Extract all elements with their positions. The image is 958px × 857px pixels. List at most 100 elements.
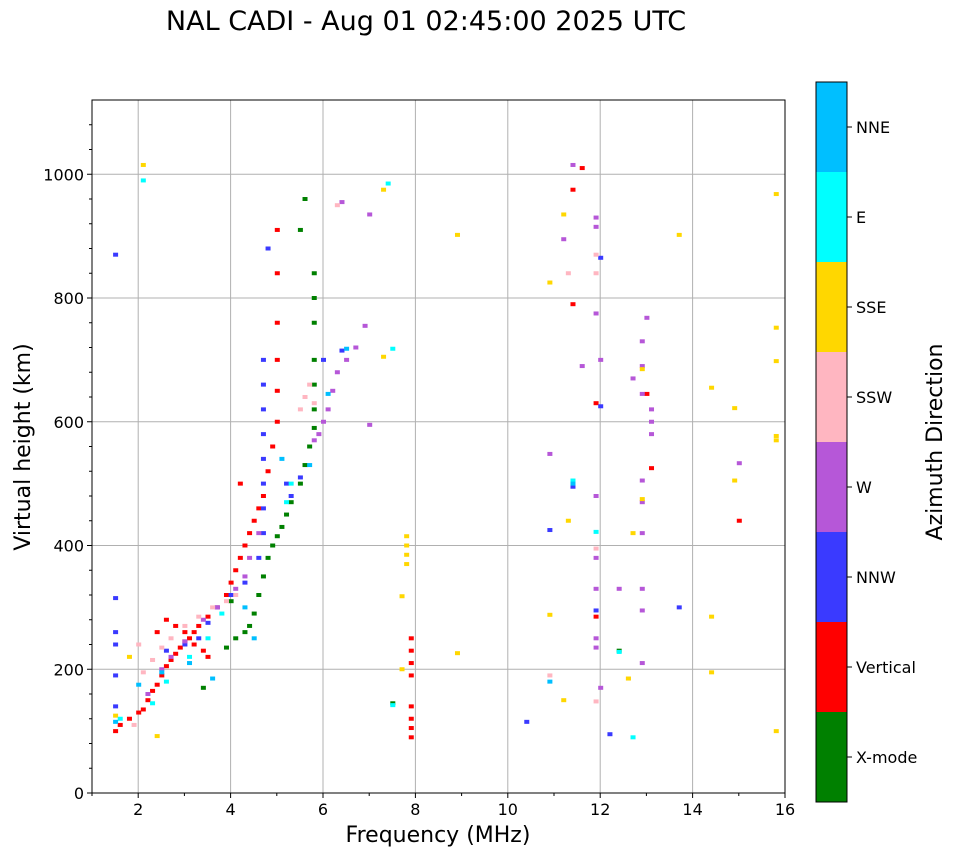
data-point xyxy=(223,593,229,597)
data-point xyxy=(159,673,165,678)
data-point xyxy=(404,552,410,557)
data-point xyxy=(367,422,373,427)
data-point xyxy=(297,475,303,480)
colorbar-swatch xyxy=(816,622,847,712)
data-point xyxy=(630,735,636,740)
data-point xyxy=(113,719,119,724)
data-point xyxy=(265,469,271,474)
data-point xyxy=(210,605,216,610)
data-point xyxy=(297,227,303,232)
x-axis-label: Frequency (MHz) xyxy=(346,823,531,848)
data-point xyxy=(163,648,169,653)
data-point xyxy=(260,456,266,461)
data-point xyxy=(639,661,645,666)
data-point xyxy=(316,432,322,437)
data-point xyxy=(773,325,779,330)
data-point xyxy=(196,623,202,628)
series-nne xyxy=(113,346,576,724)
data-point xyxy=(311,357,317,362)
colorbar-tick-label: NNW xyxy=(856,568,896,587)
data-point xyxy=(297,407,303,412)
data-point xyxy=(311,438,317,443)
data-point xyxy=(163,664,169,669)
data-point xyxy=(408,704,414,709)
data-point xyxy=(260,382,266,387)
data-point xyxy=(233,636,239,641)
data-point xyxy=(593,311,599,316)
data-point xyxy=(302,197,308,201)
data-point xyxy=(140,707,146,712)
colorbar-swatch xyxy=(816,532,847,622)
data-point xyxy=(773,192,779,197)
colorbar-label: Azimuth Direction xyxy=(923,343,948,540)
data-point xyxy=(274,227,280,232)
data-point xyxy=(288,481,294,486)
data-point xyxy=(408,648,414,653)
data-point xyxy=(593,529,599,534)
data-point xyxy=(154,734,160,739)
data-point xyxy=(311,382,317,387)
data-point xyxy=(274,271,280,276)
data-point xyxy=(404,562,410,567)
data-point xyxy=(644,315,650,320)
data-point xyxy=(311,401,317,406)
data-point xyxy=(228,580,234,585)
data-point xyxy=(200,648,206,653)
data-point xyxy=(219,611,225,616)
data-point xyxy=(256,506,262,511)
data-point xyxy=(168,636,174,641)
data-point xyxy=(307,444,313,449)
data-point xyxy=(284,481,290,486)
data-point xyxy=(131,722,137,727)
data-point xyxy=(390,346,396,351)
data-point xyxy=(709,614,715,619)
data-point xyxy=(173,623,179,628)
data-point xyxy=(191,630,197,635)
chart-title: NAL CADI - Aug 01 02:45:00 2025 UTC xyxy=(165,6,687,37)
data-point xyxy=(547,673,553,678)
series-sse xyxy=(113,162,779,739)
data-point xyxy=(302,395,308,399)
data-point xyxy=(639,364,645,369)
data-point xyxy=(399,667,405,672)
data-point xyxy=(210,676,216,681)
data-point xyxy=(547,280,553,285)
data-point xyxy=(145,698,151,703)
data-point xyxy=(233,593,239,597)
y-tick-label: 600 xyxy=(53,413,84,432)
y-axis-ticks: 0 200 400 600 800 1000 xyxy=(43,124,92,803)
y-tick-label: 0 xyxy=(74,784,84,803)
series-e xyxy=(117,178,636,740)
data-point xyxy=(242,630,248,635)
data-point xyxy=(344,357,350,362)
data-point xyxy=(163,679,169,684)
y-tick-label: 800 xyxy=(53,289,84,308)
data-point xyxy=(616,649,622,654)
data-point xyxy=(709,385,715,390)
data-point xyxy=(547,612,553,617)
data-point xyxy=(547,528,553,533)
data-point xyxy=(385,181,391,186)
data-point xyxy=(274,388,280,393)
data-point xyxy=(639,367,645,372)
x-tick-label: 10 xyxy=(498,800,518,819)
data-point xyxy=(279,524,285,529)
data-point xyxy=(408,726,414,731)
x-axis-ticks: 2 4 6 8 10 12 14 16 xyxy=(91,793,795,819)
data-point xyxy=(173,651,179,656)
data-point xyxy=(593,215,599,220)
colorbar-tick-label: X-mode xyxy=(856,748,917,767)
data-point xyxy=(593,614,599,619)
data-point xyxy=(260,574,266,579)
data-point xyxy=(242,543,248,548)
data-point xyxy=(242,574,248,579)
data-point xyxy=(570,187,576,192)
data-point xyxy=(136,682,142,687)
data-point xyxy=(247,555,253,560)
data-point xyxy=(639,531,645,536)
data-point xyxy=(547,679,553,684)
data-point xyxy=(773,729,779,734)
data-point xyxy=(205,654,211,659)
data-point xyxy=(630,531,636,536)
series-ssw xyxy=(131,203,631,727)
